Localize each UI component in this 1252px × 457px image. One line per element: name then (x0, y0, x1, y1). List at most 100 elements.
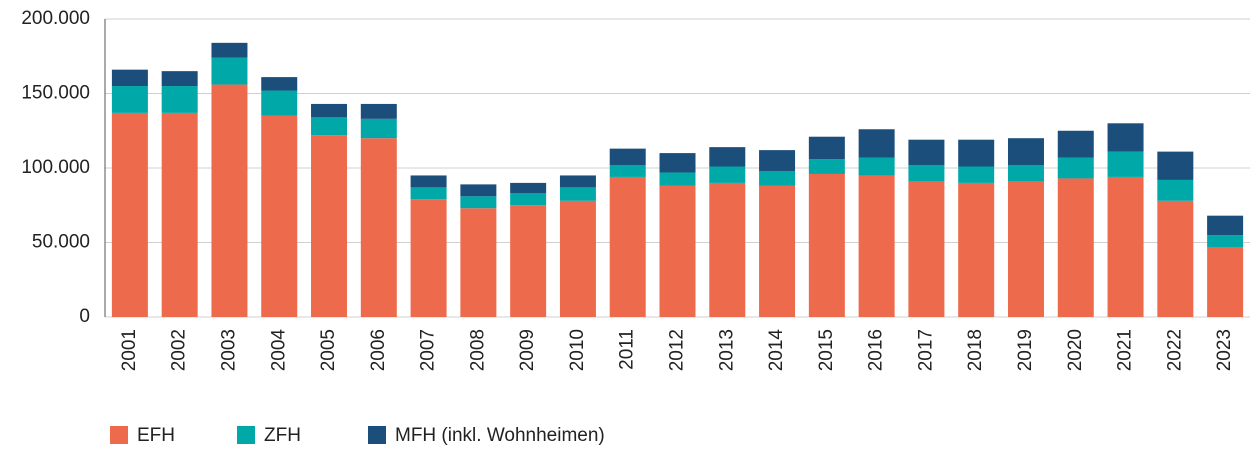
y-tick-label: 100.000 (21, 157, 90, 178)
legend-label: EFH (137, 425, 175, 446)
x-tick-label: 2007 (418, 329, 439, 371)
x-tick-label: 2006 (368, 329, 389, 371)
x-tick-label: 2004 (268, 329, 289, 372)
bar-segment (211, 42, 248, 58)
x-tick-label: 2014 (766, 329, 787, 372)
bar-segment (161, 112, 198, 318)
bar-segment (161, 71, 198, 87)
x-tick-label: 2017 (915, 329, 936, 371)
x-tick-label: 2011 (617, 329, 638, 370)
bar-segment (460, 208, 497, 317)
bar-segment (709, 166, 746, 183)
bar-segment (111, 86, 148, 113)
bar-segment (808, 136, 845, 160)
bar-segment (808, 159, 845, 174)
bar-segment (709, 182, 746, 317)
bar-segment (1207, 215, 1244, 236)
x-tick-label: 2010 (567, 329, 588, 371)
x-tick-label: 2002 (169, 329, 190, 371)
x-tick-label: 2001 (119, 329, 140, 371)
x-tick-label: 2013 (716, 329, 737, 371)
x-tick-label: 2023 (1214, 329, 1235, 371)
bar-segment (908, 165, 945, 182)
x-tick-label: 2015 (816, 329, 837, 371)
bar-segment (1057, 178, 1094, 317)
x-tick-label: 2018 (965, 329, 986, 371)
bar-segment (858, 157, 895, 176)
legend-swatch (368, 426, 386, 444)
bar-segment (958, 139, 995, 167)
legend-label: MFH (inkl. Wohnheimen) (395, 425, 605, 446)
bar-segment (510, 193, 547, 206)
x-tick-label: 2020 (1065, 329, 1086, 371)
bar-segment (808, 173, 845, 317)
bar-segment (908, 139, 945, 166)
x-tick-label: 2008 (467, 329, 488, 371)
bar-segment (1107, 176, 1144, 317)
x-tick-label: 2019 (1015, 329, 1036, 371)
x-tick-label: 2009 (517, 329, 538, 371)
bar-segment (709, 147, 746, 167)
bar-segment (1107, 151, 1144, 177)
bar-segment (958, 166, 995, 183)
bar-segment (510, 182, 547, 194)
bar-segment (460, 196, 497, 209)
legend-swatch (237, 426, 255, 444)
bar-segment (1007, 165, 1044, 182)
bar-segment (559, 175, 596, 188)
bar-segment (609, 176, 646, 317)
y-tick-label: 200.000 (21, 8, 90, 29)
bar-segment (659, 172, 696, 186)
bar-segment (410, 199, 447, 317)
bar-segment (1107, 123, 1144, 152)
bar-segment (261, 90, 298, 116)
bar-segment (1057, 157, 1094, 179)
bar-segment (858, 129, 895, 158)
bar-segment (1157, 179, 1194, 201)
bar-segment (1007, 181, 1044, 317)
bar-segment (111, 69, 148, 87)
bar-segment (360, 138, 397, 317)
bar-segment (1007, 138, 1044, 166)
bar-segment (1157, 151, 1194, 180)
legend-swatch (110, 426, 128, 444)
bar-segment (659, 153, 696, 173)
bar-segment (559, 187, 596, 201)
legend-label: ZFH (264, 425, 301, 446)
bar-segment (311, 103, 348, 118)
bar-segment (111, 112, 148, 318)
bar-segment (211, 57, 248, 85)
bar-segment (609, 165, 646, 177)
x-tick-label: 2012 (667, 329, 688, 371)
x-tick-label: 2005 (318, 329, 339, 371)
bar-segment (161, 86, 198, 113)
bar-segment (659, 185, 696, 317)
bar-segment (460, 184, 497, 197)
y-tick-label: 50.000 (32, 232, 90, 253)
bar-segment (609, 148, 646, 166)
bar-segment (410, 175, 447, 188)
bar-segment (261, 115, 298, 317)
y-tick-label: 0 (79, 306, 90, 327)
bar-segment (858, 175, 895, 317)
bar-segment (410, 187, 447, 200)
bar-segment (211, 84, 248, 317)
bar-segment (1157, 200, 1194, 317)
bar-segment (1057, 130, 1094, 158)
x-tick-label: 2021 (1115, 329, 1136, 371)
bar-segment (958, 182, 995, 317)
bar-segment (360, 103, 397, 119)
bar-segment (510, 205, 547, 317)
bar-segment (311, 135, 348, 317)
y-tick-label: 150.000 (21, 83, 90, 104)
bar-segment (759, 185, 796, 317)
bar-segment (1207, 246, 1244, 317)
x-tick-label: 2016 (866, 329, 887, 371)
bar-segment (311, 117, 348, 136)
bar-segment (261, 77, 298, 91)
x-tick-label: 2003 (218, 329, 239, 371)
bar-segment (559, 200, 596, 317)
bar-segment (759, 170, 796, 186)
bar-segment (908, 181, 945, 317)
